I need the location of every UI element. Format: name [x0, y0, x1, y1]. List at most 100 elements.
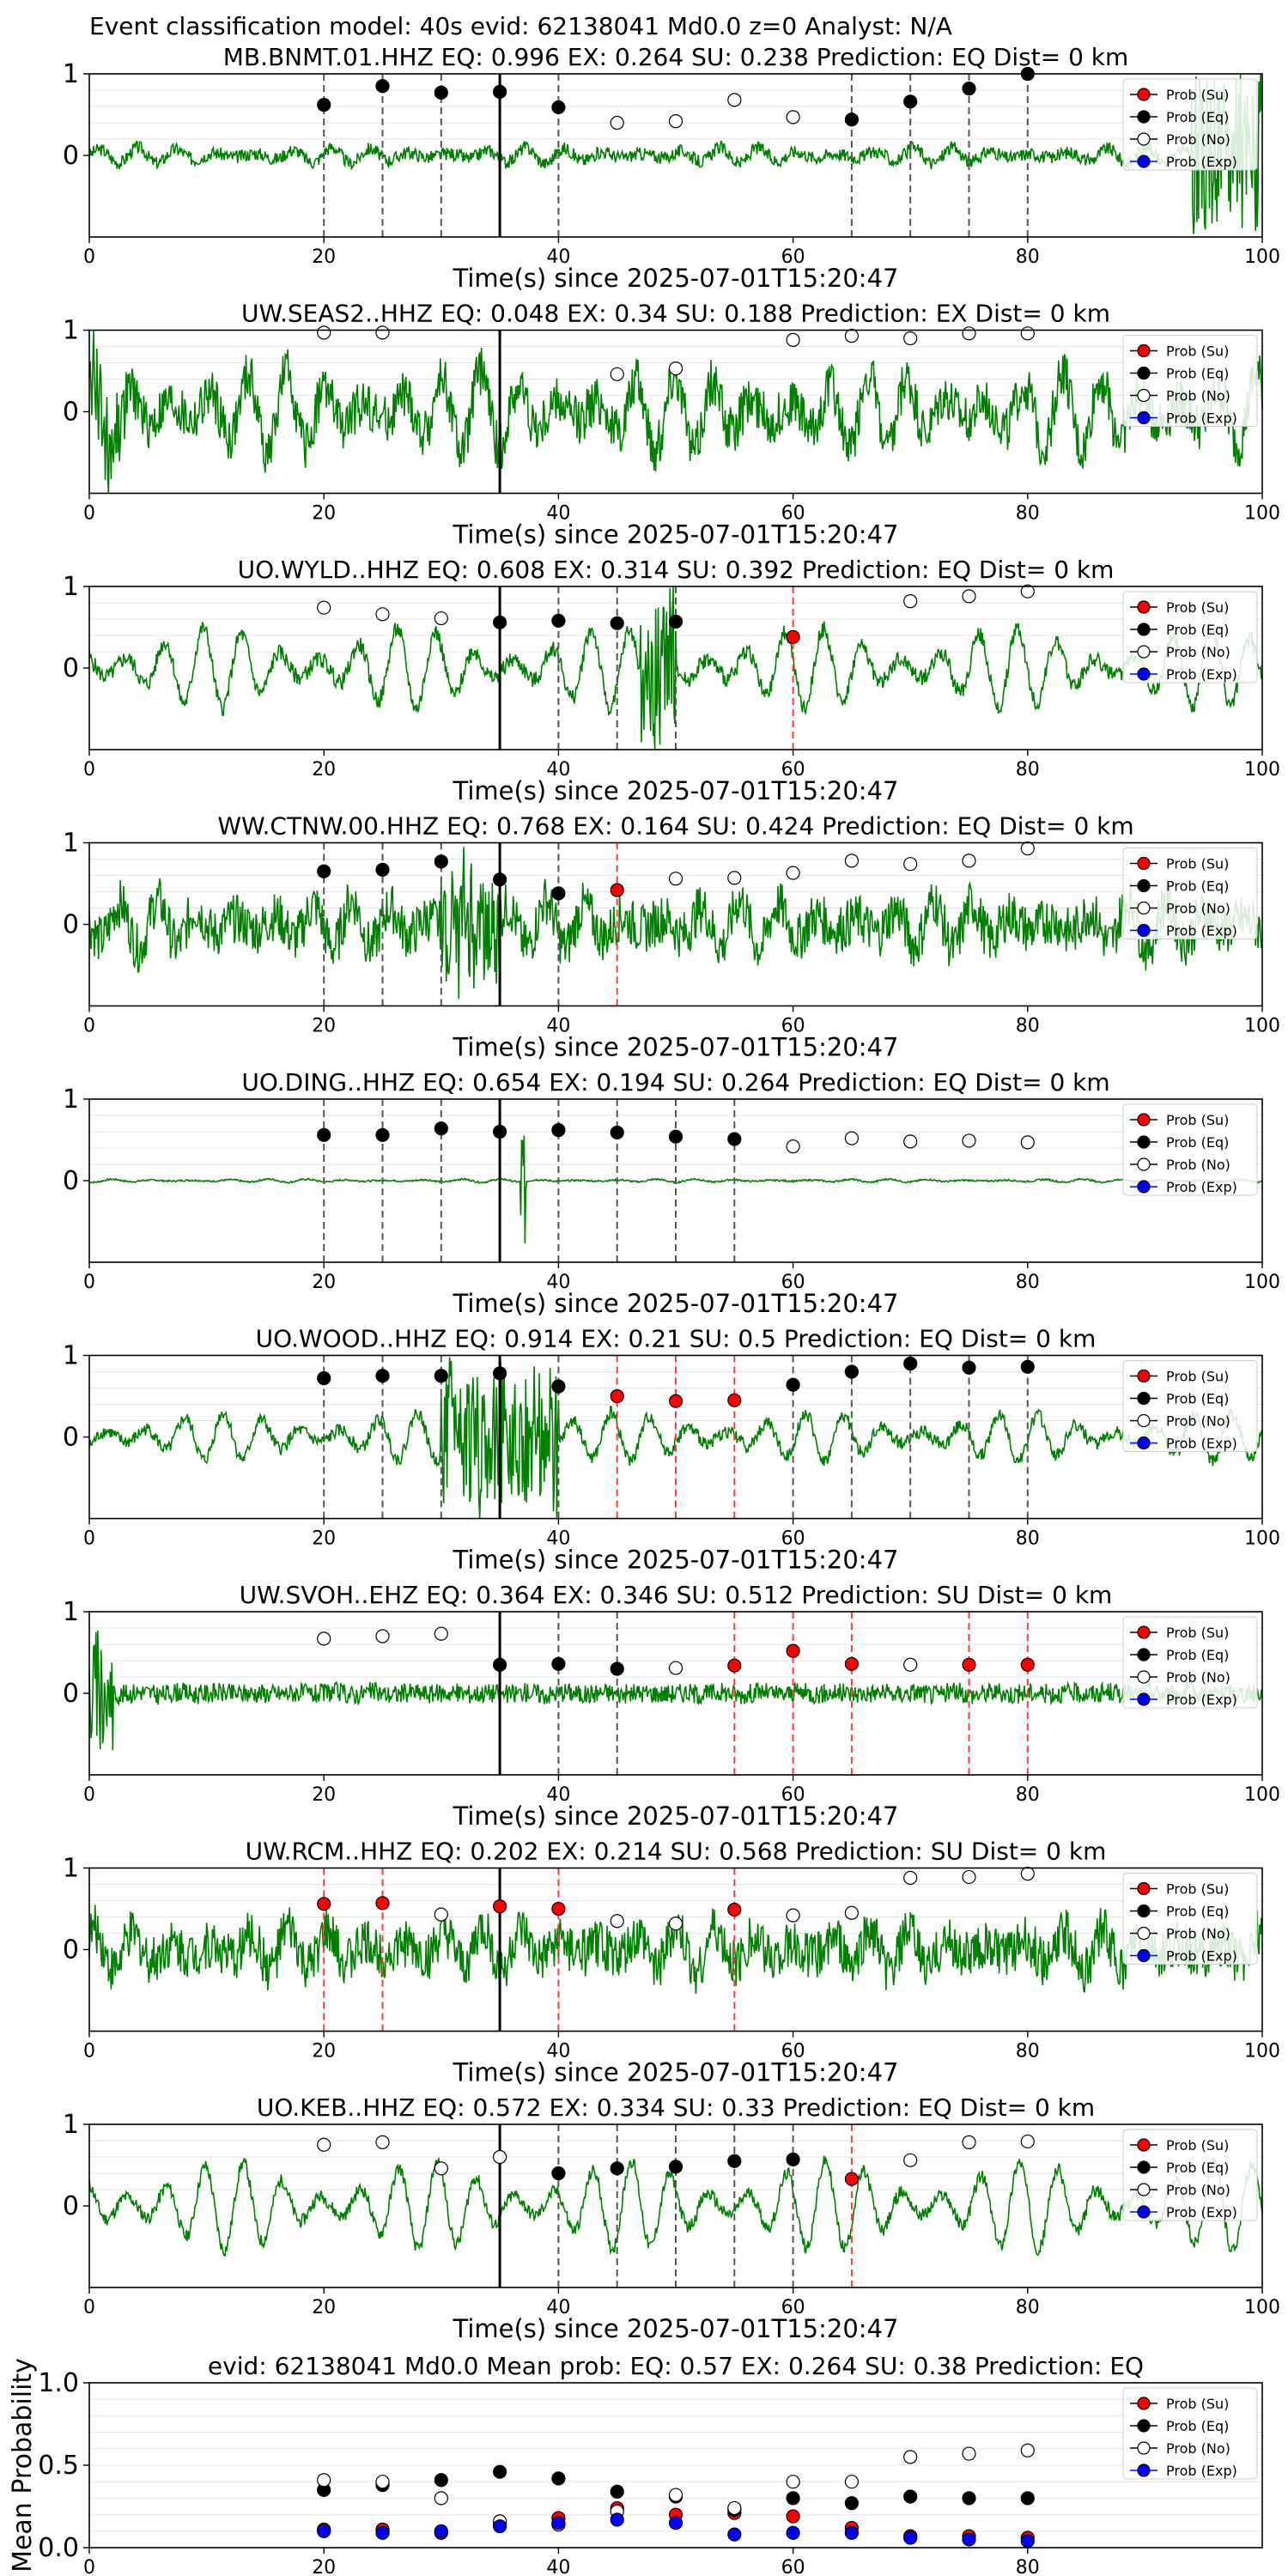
prob-marker-no	[727, 871, 742, 885]
prob-marker-eq	[786, 1377, 800, 1392]
prob-marker-no	[962, 2135, 976, 2149]
prob-marker-no	[786, 110, 800, 125]
x-tick-label: 60	[781, 2557, 805, 2576]
prob-marker-eq	[434, 1121, 448, 1136]
prob-marker-eq	[551, 1656, 566, 1671]
legend-label-su: Prob (Su)	[1166, 1369, 1229, 1385]
panel-3: UO.WYLD..HHZ EQ: 0.608 EX: 0.314 SU: 0.3…	[63, 556, 1280, 805]
prob-marker-eq	[668, 614, 683, 629]
legend-marker-exp	[1137, 1692, 1151, 1706]
panel-title: WW.CTNW.00.HHZ EQ: 0.768 EX: 0.164 SU: 0…	[217, 812, 1133, 841]
prob-marker-eq	[610, 1125, 624, 1140]
prob-marker-su	[844, 1656, 860, 1671]
legend: Prob (Su) Prob (Eq) Prob (No) Prob (Exp)	[1122, 1103, 1258, 1196]
x-tick-label: 60	[781, 1272, 805, 1293]
x-tick-label: 20	[312, 1016, 336, 1037]
prob-marker-eq	[551, 100, 566, 115]
legend-label-eq: Prob (Eq)	[1166, 1647, 1229, 1663]
y-tick-label: 1	[63, 1854, 79, 1884]
legend-label-su: Prob (Su)	[1166, 2396, 1229, 2412]
mean-prob-marker-eq	[962, 2491, 976, 2506]
prob-marker-eq	[668, 2160, 683, 2174]
prob-marker-eq	[317, 97, 331, 112]
x-axis-label: Time(s) since 2025-07-01T15:20:47	[453, 1289, 899, 1318]
x-tick-label: 40	[546, 1784, 570, 1806]
legend-marker-eq	[1137, 623, 1151, 636]
legend-marker-su	[1137, 343, 1151, 358]
prob-marker-eq	[844, 112, 860, 127]
prob-marker-no	[434, 1626, 448, 1641]
x-tick-label: 60	[781, 503, 805, 525]
prob-marker-su	[317, 1897, 331, 1911]
legend-label-no: Prob (No)	[1166, 1413, 1230, 1430]
prob-marker-eq	[317, 1127, 331, 1142]
y-tick-label: 1	[63, 2110, 79, 2140]
prob-marker-eq	[492, 615, 507, 629]
mean-prob-marker-su	[786, 2509, 800, 2524]
legend-marker-exp	[1137, 410, 1151, 425]
x-tick-label: 0	[83, 1272, 95, 1293]
legend-marker-exp	[1137, 2464, 1151, 2477]
mean-prob-marker-exp	[551, 2516, 566, 2530]
figure-suptitle: Event classification model: 40s evid: 62…	[89, 12, 952, 40]
prob-marker-no	[317, 600, 331, 615]
x-tick-label: 100	[1244, 759, 1280, 781]
x-tick-label: 60	[781, 1016, 805, 1037]
x-tick-label: 60	[781, 1784, 805, 1806]
x-tick-label: 100	[1244, 1272, 1280, 1293]
legend-label-exp: Prob (Exp)	[1166, 1692, 1237, 1708]
mean-prob-marker-no	[1020, 2443, 1035, 2458]
legend-box	[1122, 591, 1258, 683]
legend-marker-exp	[1137, 2205, 1151, 2219]
waveform-trace	[88, 847, 1263, 999]
prob-marker-no	[1020, 1135, 1035, 1150]
prob-marker-su	[786, 1643, 800, 1658]
prob-marker-no	[610, 367, 624, 381]
x-tick-label: 0	[83, 246, 95, 268]
mean-prob-marker-exp	[962, 2532, 976, 2547]
prob-marker-no	[668, 114, 683, 129]
legend-label-eq: Prob (Eq)	[1166, 109, 1229, 125]
prob-marker-no	[962, 589, 976, 604]
legend-label-eq: Prob (Eq)	[1166, 878, 1229, 895]
prob-marker-eq	[492, 1366, 507, 1381]
legend-label-su: Prob (Su)	[1166, 87, 1229, 103]
x-tick-label: 100	[1244, 1784, 1280, 1806]
y-axis-label: Mean Probability	[8, 2358, 38, 2573]
legend-label-su: Prob (Su)	[1166, 2137, 1229, 2154]
legend-box	[1122, 848, 1258, 939]
x-tick-label: 40	[546, 1528, 570, 1550]
panel-title: UO.WOOD..HHZ EQ: 0.914 EX: 0.21 SU: 0.5 …	[256, 1325, 1097, 1353]
x-tick-label: 0	[83, 2041, 95, 2063]
prob-marker-su	[1020, 1657, 1035, 1672]
x-tick-label: 40	[546, 2041, 570, 2063]
legend-marker-no	[1137, 132, 1151, 146]
x-tick-label: 0	[83, 1784, 95, 1806]
legend-label-exp: Prob (Exp)	[1166, 154, 1237, 170]
mean-prob-marker-eq	[786, 2491, 800, 2506]
legend-label-su: Prob (Su)	[1166, 343, 1229, 360]
x-tick-label: 100	[1244, 503, 1280, 525]
x-axis-label: Time(s) since 2025-07-01T15:20:47	[453, 1546, 899, 1575]
prob-marker-eq	[375, 79, 390, 94]
y-tick-label: 0	[63, 653, 79, 683]
prob-marker-no	[786, 1908, 800, 1923]
prob-marker-no	[962, 1869, 976, 1885]
x-tick-label: 80	[1016, 2297, 1040, 2318]
prob-marker-su	[610, 1388, 624, 1404]
legend-label-no: Prob (No)	[1166, 1669, 1230, 1686]
legend-marker-no	[1137, 645, 1151, 659]
prob-marker-no	[668, 1661, 683, 1675]
mean-prob-marker-exp	[727, 2527, 742, 2542]
prob-marker-eq	[962, 81, 976, 96]
panel-7: UW.SVOH..EHZ EQ: 0.364 EX: 0.346 SU: 0.5…	[63, 1581, 1280, 1831]
legend-marker-no	[1137, 1926, 1151, 1941]
legend-marker-no	[1137, 388, 1151, 403]
mean-prob-marker-exp	[434, 2524, 448, 2538]
prob-marker-eq	[962, 1360, 976, 1375]
panel-4: WW.CTNW.00.HHZ EQ: 0.768 EX: 0.164 SU: 0…	[63, 812, 1280, 1062]
prob-marker-eq	[551, 1122, 566, 1138]
legend-label-exp: Prob (Exp)	[1166, 666, 1237, 683]
panel-title: MB.BNMT.01.HHZ EQ: 0.996 EX: 0.264 SU: 0…	[223, 43, 1129, 71]
prob-marker-no	[492, 2149, 507, 2165]
